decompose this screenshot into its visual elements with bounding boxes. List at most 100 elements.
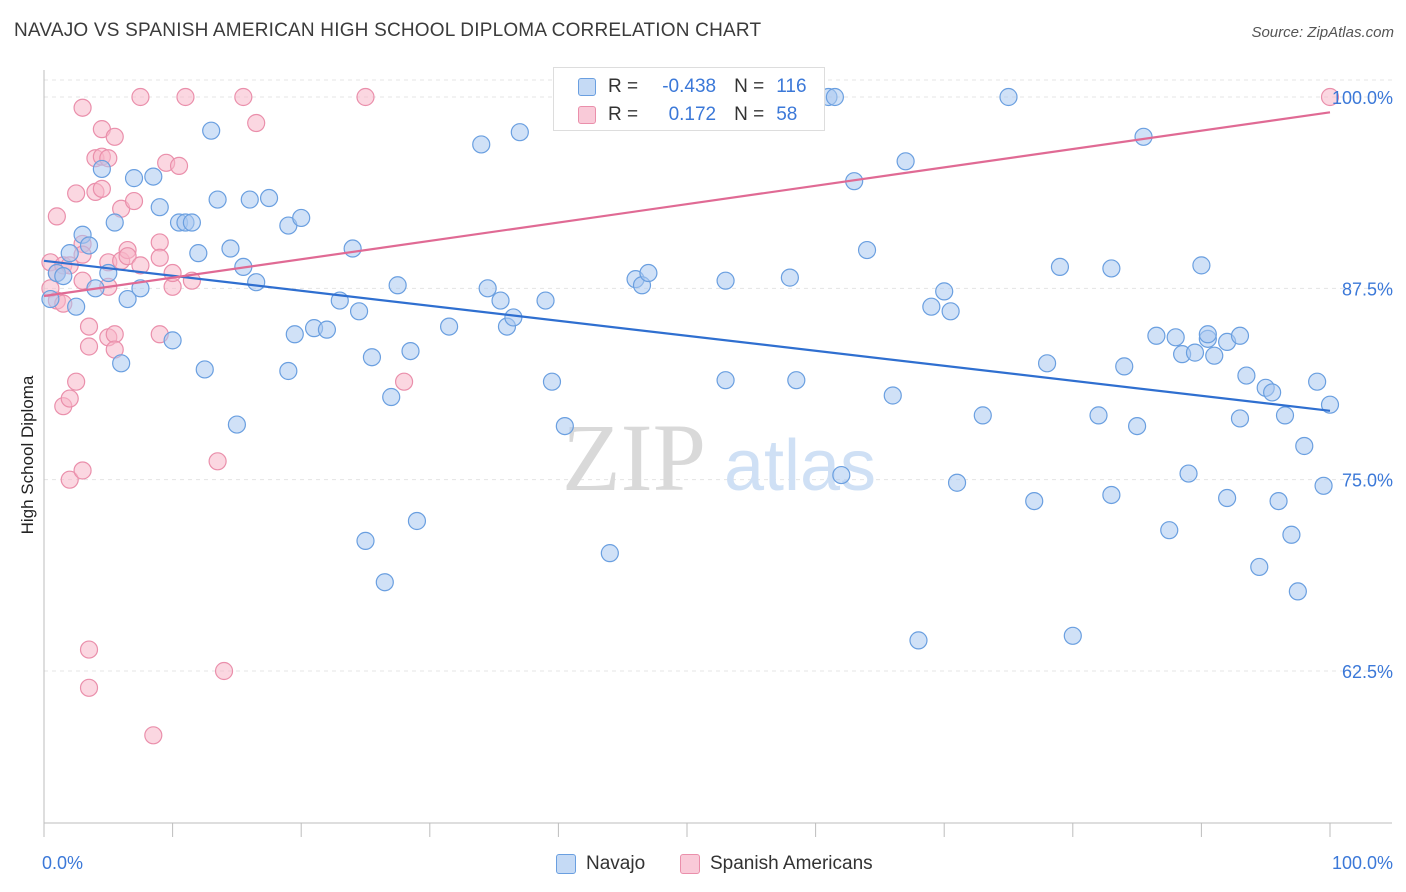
navajo-point xyxy=(1115,357,1134,376)
y-tick-label: 100.0% xyxy=(1332,88,1393,108)
navajo-point xyxy=(1263,383,1282,402)
navajo-point xyxy=(382,387,401,407)
watermark-atlas: atlas xyxy=(724,426,876,506)
navajo-point xyxy=(144,167,163,186)
chart-title: NAVAJO VS SPANISH AMERICAN HIGH SCHOOL D… xyxy=(14,20,762,41)
axes xyxy=(43,70,1392,837)
spanish-legend-swatch xyxy=(680,854,700,874)
navajo-point xyxy=(1134,127,1153,146)
navajo-point xyxy=(439,317,459,336)
navajo-point xyxy=(92,159,111,179)
spanish-swatch xyxy=(578,106,596,124)
navajo-point xyxy=(1179,464,1198,483)
legend-n-label: N = xyxy=(734,104,765,125)
legend-r-label: R = xyxy=(608,76,639,97)
navajo-point xyxy=(1295,436,1314,456)
spanish-point xyxy=(79,337,99,356)
navajo-point xyxy=(1160,521,1179,540)
navajo-point xyxy=(112,354,131,373)
spanish-point xyxy=(1320,87,1340,107)
navajo-point xyxy=(896,152,915,171)
navajo-point xyxy=(935,282,954,301)
navajo-point xyxy=(1237,366,1256,385)
navajo-point xyxy=(202,121,221,140)
spanish-point xyxy=(92,179,111,198)
spanish-point xyxy=(247,113,266,133)
navajo-point xyxy=(716,271,735,290)
navajo-point xyxy=(131,279,150,298)
navajo-point xyxy=(1089,406,1108,425)
navajo-point xyxy=(1205,346,1224,365)
y-axis-label: High School Diploma xyxy=(18,375,37,535)
navajo-point xyxy=(1282,525,1301,544)
navajo-point xyxy=(240,190,259,209)
navajo-point xyxy=(401,341,420,361)
legend-row-navajo: R = -0.438 N = 116 xyxy=(554,73,807,101)
navajo-point xyxy=(1230,409,1250,428)
spanish-point xyxy=(118,247,137,266)
spanish-point xyxy=(214,661,234,681)
navajo-point xyxy=(780,268,799,287)
spanish-point xyxy=(60,389,79,408)
navajo-point xyxy=(510,123,529,142)
series-navajo xyxy=(41,87,1340,650)
navajo-point xyxy=(1050,257,1070,277)
navajo-point xyxy=(163,331,182,350)
navajo-point xyxy=(787,371,806,390)
bottom-legend-navajo: Navajo xyxy=(556,852,645,876)
navajo-point xyxy=(79,236,99,255)
navajo-point xyxy=(285,325,304,344)
spanish-point xyxy=(79,678,99,697)
watermark: ZIP atlas xyxy=(562,404,876,511)
navajo-point xyxy=(1230,326,1250,345)
navajo-point xyxy=(221,239,240,258)
legend-r-label: R = xyxy=(608,104,639,125)
navajo-point xyxy=(150,198,169,217)
watermark-zip: ZIP xyxy=(562,404,706,511)
navajo-point xyxy=(1127,416,1147,436)
navajo-point xyxy=(1314,476,1333,495)
navajo-point xyxy=(105,213,124,232)
source-credit: Source: ZipAtlas.com xyxy=(1251,24,1394,41)
legend-n-value: 58 xyxy=(776,104,798,125)
navajo-point xyxy=(1192,256,1211,275)
navajo-point xyxy=(941,302,960,321)
navajo-point xyxy=(343,239,362,258)
navajo-point xyxy=(716,371,735,390)
x-tick-label: 100.0% xyxy=(1332,853,1393,873)
spanish-point xyxy=(131,87,150,107)
navajo-point xyxy=(1037,354,1057,373)
navajo-point xyxy=(491,291,510,310)
spanish-point xyxy=(67,184,86,203)
spanish-legend-label: Spanish Americans xyxy=(710,853,873,874)
navajo-point xyxy=(1102,485,1121,505)
navajo-point xyxy=(118,289,137,309)
x-tick-label: 0.0% xyxy=(42,853,83,873)
navajo-point xyxy=(247,273,266,292)
spanish-point xyxy=(234,87,253,107)
navajo-point xyxy=(639,263,658,283)
navajo-point xyxy=(1198,325,1217,344)
navajo-point xyxy=(542,372,562,391)
spanish-point xyxy=(144,726,163,745)
stats-legend: R = -0.438 N = 116 R = 0.172 N = 58 xyxy=(553,67,825,131)
navajo-point xyxy=(1308,372,1327,391)
navajo-trend-line xyxy=(43,259,1331,412)
navajo-point xyxy=(356,531,375,550)
spanish-point xyxy=(73,98,92,117)
spanish-point xyxy=(73,461,92,480)
navajo-point xyxy=(472,135,491,154)
navajo-point xyxy=(883,386,902,405)
navajo-point xyxy=(1218,488,1237,508)
navajo-point xyxy=(825,87,844,107)
spanish-point xyxy=(150,248,169,267)
navajo-point xyxy=(67,297,86,316)
navajo-point xyxy=(1025,491,1044,511)
navajo-point xyxy=(857,240,877,260)
navajo-point xyxy=(922,297,941,316)
navajo-point xyxy=(195,360,214,379)
y-tick-label: 75.0% xyxy=(1342,471,1393,491)
spanish-point xyxy=(131,256,150,275)
navajo-point xyxy=(832,465,851,485)
